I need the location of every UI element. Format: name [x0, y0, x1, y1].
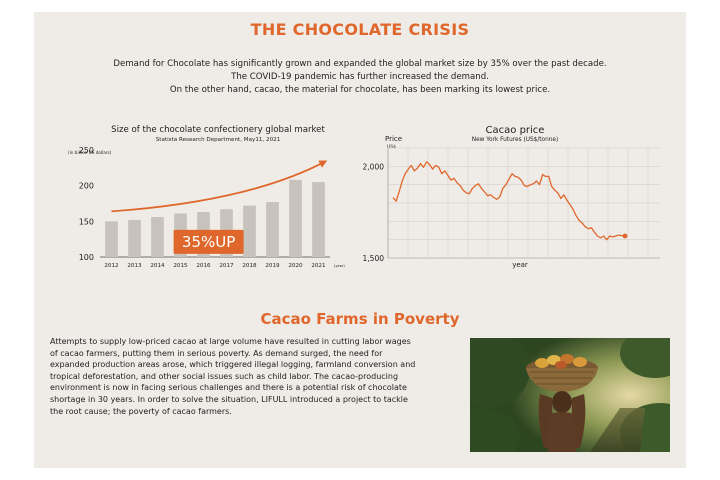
market-bar — [312, 182, 325, 257]
cacao-x-axis-label: year — [512, 261, 528, 269]
body-line: of cacao farmers, putting them in seriou… — [50, 348, 383, 358]
market-y-tick-label: 250 — [79, 146, 94, 155]
cacao-chart-subtitle: New York Futures (US$/tonne) — [471, 137, 559, 143]
market-y-axis-label: (in billion US dollars) — [68, 150, 112, 155]
body-line: tropical deforestation, and other social… — [50, 371, 399, 381]
market-x-axis-unit: (year) — [334, 264, 345, 268]
body-line: shortage in 30 years. In order to solve … — [50, 394, 408, 404]
intro-line: Demand for Chocolate has significantly g… — [113, 59, 607, 69]
market-x-tick-label: 2017 — [219, 263, 234, 269]
page-title: THE CHOCOLATE CRISIS — [250, 20, 470, 39]
cacao-chart-title: Cacao price — [485, 125, 545, 136]
market-y-tick-label: 100 — [79, 253, 94, 262]
market-bar — [128, 219, 141, 257]
market-x-tick-label: 2020 — [288, 263, 303, 269]
market-x-tick-label: 2016 — [196, 263, 211, 269]
cacao-child-photo — [470, 338, 670, 452]
growth-arrow — [111, 160, 328, 213]
market-chart-title: Size of the chocolate confectionery glob… — [111, 125, 325, 135]
growth-badge — [173, 229, 244, 254]
market-bar-chart: (in billion US dollars) 100 150 200 250 2012… — [68, 146, 345, 269]
cacao-y-axis-unit: US$ — [387, 144, 396, 150]
market-x-tick-label: 2015 — [173, 263, 188, 269]
market-bar — [105, 221, 118, 257]
intro-line: The COVID-19 pandemic has further increa… — [231, 72, 489, 82]
intro-text: Demand for Chocolate has significantly g… — [60, 58, 660, 97]
market-bar — [266, 202, 279, 257]
market-bar — [151, 217, 164, 257]
market-chart-subtitle: Statista Research Department, May11, 202… — [155, 137, 281, 143]
cacao-y-tick-label: 2,000 — [363, 162, 385, 171]
section-title: Cacao Farms in Poverty — [260, 310, 460, 328]
market-x-tick-label: 2019 — [265, 263, 280, 269]
market-x-tick-label: 2012 — [104, 263, 118, 269]
photo-illustration — [470, 338, 670, 452]
cacao-y-tick-label: 1,500 — [363, 254, 385, 263]
cacao-latest-point — [622, 233, 628, 239]
market-x-tick-label: 2018 — [242, 263, 257, 269]
cacao-y-axis-label: Price — [385, 135, 402, 143]
body-line: Attempts to supply low-priced cacao at l… — [50, 337, 411, 346]
cacao-price-line — [392, 161, 626, 241]
market-x-tick-label: 2014 — [150, 263, 165, 269]
market-bar — [289, 179, 302, 257]
section-body: Attempts to supply low-priced cacao at l… — [50, 336, 458, 417]
cacao-line-chart: Price US$ year 1,500 2,000 — [363, 135, 660, 269]
market-x-tick-label: 2013 — [127, 263, 142, 269]
body-line: expanded production areas arose, which t… — [50, 360, 416, 370]
market-y-tick-label: 200 — [79, 182, 94, 191]
growth-badge-label: 35%UP — [182, 233, 235, 251]
market-y-tick-label: 150 — [79, 217, 94, 226]
market-x-tick-label: 2021 — [311, 263, 326, 269]
market-bar — [243, 205, 256, 257]
body-line: environment is now in facing serious cha… — [50, 383, 407, 393]
intro-line: On the other hand, cacao, the material f… — [169, 85, 551, 95]
body-line: the root cause; the poverty of cacao far… — [50, 406, 232, 416]
